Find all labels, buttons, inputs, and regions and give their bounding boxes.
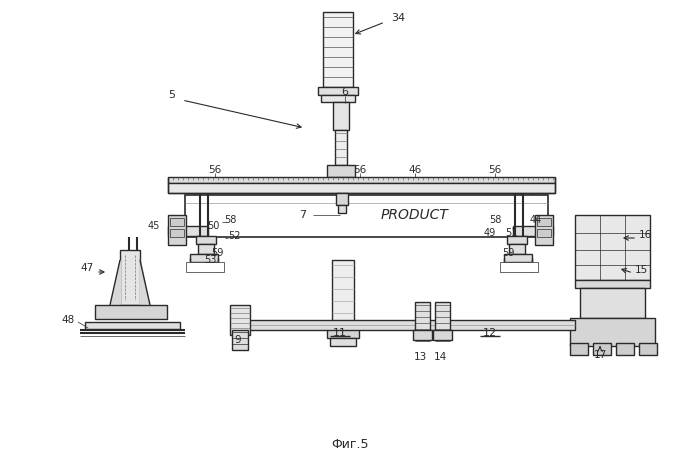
Text: 59: 59 [211, 248, 223, 258]
Text: 34: 34 [391, 13, 405, 23]
Text: 58: 58 [224, 215, 236, 225]
Bar [335, 130, 347, 165]
Text: 7: 7 [299, 210, 307, 220]
Text: 5: 5 [168, 90, 175, 100]
Bar [570, 343, 588, 355]
Bar [120, 250, 140, 305]
Text: 56: 56 [208, 165, 222, 175]
Bar [170, 229, 184, 237]
Text: 6: 6 [342, 87, 349, 97]
Bar [330, 338, 356, 346]
Text: 16: 16 [638, 230, 651, 240]
Bar [425, 320, 575, 330]
Bar [435, 302, 450, 340]
Text: 15: 15 [635, 265, 648, 275]
Text: 52: 52 [228, 231, 240, 241]
Bar [507, 236, 527, 244]
Text: PRODUCT: PRODUCT [381, 208, 449, 222]
Text: 50: 50 [207, 221, 219, 231]
Bar [415, 302, 430, 340]
Text: 44: 44 [530, 215, 542, 225]
Text: 48: 48 [62, 315, 75, 325]
Text: 14: 14 [433, 352, 447, 362]
Text: 47: 47 [80, 263, 94, 273]
Bar [338, 205, 346, 213]
Text: 51: 51 [505, 228, 517, 238]
Bar [570, 318, 655, 346]
Bar [513, 226, 553, 236]
Bar [575, 215, 650, 280]
Bar [323, 12, 353, 87]
Bar [616, 343, 634, 355]
Text: 11: 11 [333, 328, 347, 338]
Text: 17: 17 [593, 350, 607, 360]
Bar [186, 262, 224, 272]
Bar [332, 260, 354, 328]
Text: Фиг.5: Фиг.5 [331, 439, 369, 452]
Text: 56: 56 [489, 165, 502, 175]
Bar [509, 244, 525, 254]
Bar [168, 183, 555, 193]
Bar [504, 254, 532, 262]
Bar [190, 254, 218, 262]
Bar [537, 229, 551, 237]
Bar [318, 87, 358, 95]
Bar [196, 236, 216, 244]
Bar [95, 305, 167, 319]
Bar [500, 262, 538, 272]
Bar [321, 95, 355, 102]
Bar [639, 343, 657, 355]
Bar [580, 288, 645, 318]
Bar [245, 320, 425, 330]
Bar [185, 195, 548, 237]
Bar [168, 215, 186, 245]
Bar [575, 280, 650, 288]
Text: 12: 12 [483, 328, 497, 338]
Text: 45: 45 [147, 221, 160, 231]
Bar [327, 328, 359, 338]
Bar [85, 322, 180, 329]
Bar [593, 343, 611, 355]
Polygon shape [140, 260, 150, 305]
Bar [433, 330, 452, 340]
Text: 13: 13 [413, 352, 426, 362]
Bar [170, 218, 184, 226]
Text: 46: 46 [408, 165, 421, 175]
Bar [333, 102, 349, 130]
Text: 9: 9 [235, 335, 241, 345]
Bar [537, 218, 551, 226]
Bar [198, 244, 214, 254]
Bar [230, 305, 250, 335]
Bar [413, 330, 432, 340]
Text: 56: 56 [354, 165, 366, 175]
Text: 53: 53 [204, 255, 216, 265]
Text: 58: 58 [489, 215, 501, 225]
Bar [535, 215, 553, 245]
Polygon shape [110, 260, 120, 305]
Bar [232, 330, 248, 350]
Text: 59: 59 [502, 248, 514, 258]
Bar [168, 177, 555, 183]
Text: 49: 49 [484, 228, 496, 238]
Bar [327, 165, 355, 177]
Bar [336, 193, 348, 205]
Bar [168, 226, 208, 236]
